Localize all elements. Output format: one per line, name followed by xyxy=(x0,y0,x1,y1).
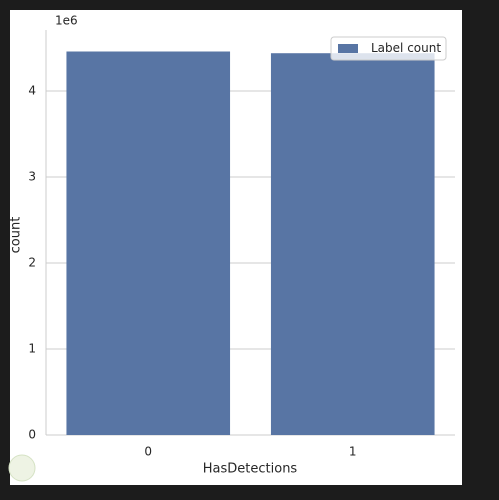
y-tick-label: 0 xyxy=(28,428,36,442)
x-axis-label: HasDetections xyxy=(203,462,298,477)
y-tick-label: 3 xyxy=(28,170,36,184)
offset-label: 1e6 xyxy=(55,14,78,28)
watermark xyxy=(8,454,36,482)
bar xyxy=(270,53,435,436)
legend-box xyxy=(330,36,447,61)
y-tick-label: 2 xyxy=(28,256,36,270)
y-tick-label: 4 xyxy=(28,84,36,98)
bar xyxy=(66,51,231,435)
x-tick-label: 1 xyxy=(349,445,357,459)
y-tick-label: 1 xyxy=(28,342,36,356)
y-axis-label: count xyxy=(9,217,24,254)
legend-label: Label count xyxy=(371,41,441,55)
legend-swatch xyxy=(338,44,358,53)
x-tick-label: 0 xyxy=(144,445,152,459)
